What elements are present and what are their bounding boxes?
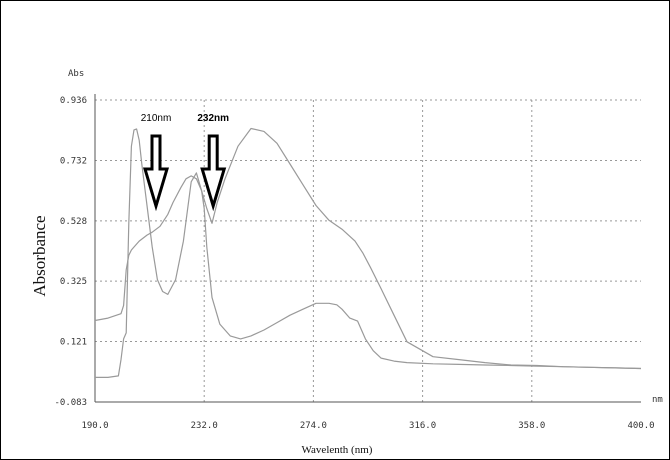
x-tick-label: 400.0	[627, 421, 654, 431]
y-tick-label: 0.528	[60, 217, 87, 227]
series-group	[94, 127, 642, 378]
x-axis-label: Wavelenth (nm)	[302, 444, 373, 456]
annotation-arrow-2	[200, 134, 227, 212]
spectrum-line-2	[95, 128, 642, 378]
axes	[94, 94, 641, 403]
y-tick-label: 0.936	[60, 96, 87, 106]
annotation-label-1: 210nm	[141, 113, 172, 124]
x-tick-label: 190.0	[81, 421, 108, 431]
y-tick-label: 0.121	[60, 338, 87, 348]
x-tick-labels: 190.0 232.0 274.0 316.0 358.0 400.0	[81, 421, 654, 431]
y-tick-label: 0.732	[60, 156, 87, 166]
x-tick-label: 232.0	[191, 421, 218, 431]
annotation-arrow-1	[142, 134, 170, 212]
y-axis-label: Absorbance	[30, 215, 49, 296]
spectrum-line-1	[94, 127, 642, 370]
y-tick-label: 0.325	[60, 277, 87, 287]
x-axis-unit: nm	[652, 395, 663, 405]
y-tick-label: -0.083	[54, 398, 87, 408]
y-axis-unit: Abs	[68, 69, 84, 79]
y-tick-labels: 0.936 0.732 0.528 0.325 0.121 -0.083	[54, 96, 87, 408]
x-tick-label: 316.0	[409, 421, 436, 431]
annotations: 210nm 232nm	[141, 113, 229, 212]
x-tick-label: 358.0	[518, 421, 545, 431]
gridlines	[95, 99, 641, 402]
annotation-label-2: 232nm	[197, 113, 229, 124]
x-tick-label: 274.0	[300, 421, 327, 431]
